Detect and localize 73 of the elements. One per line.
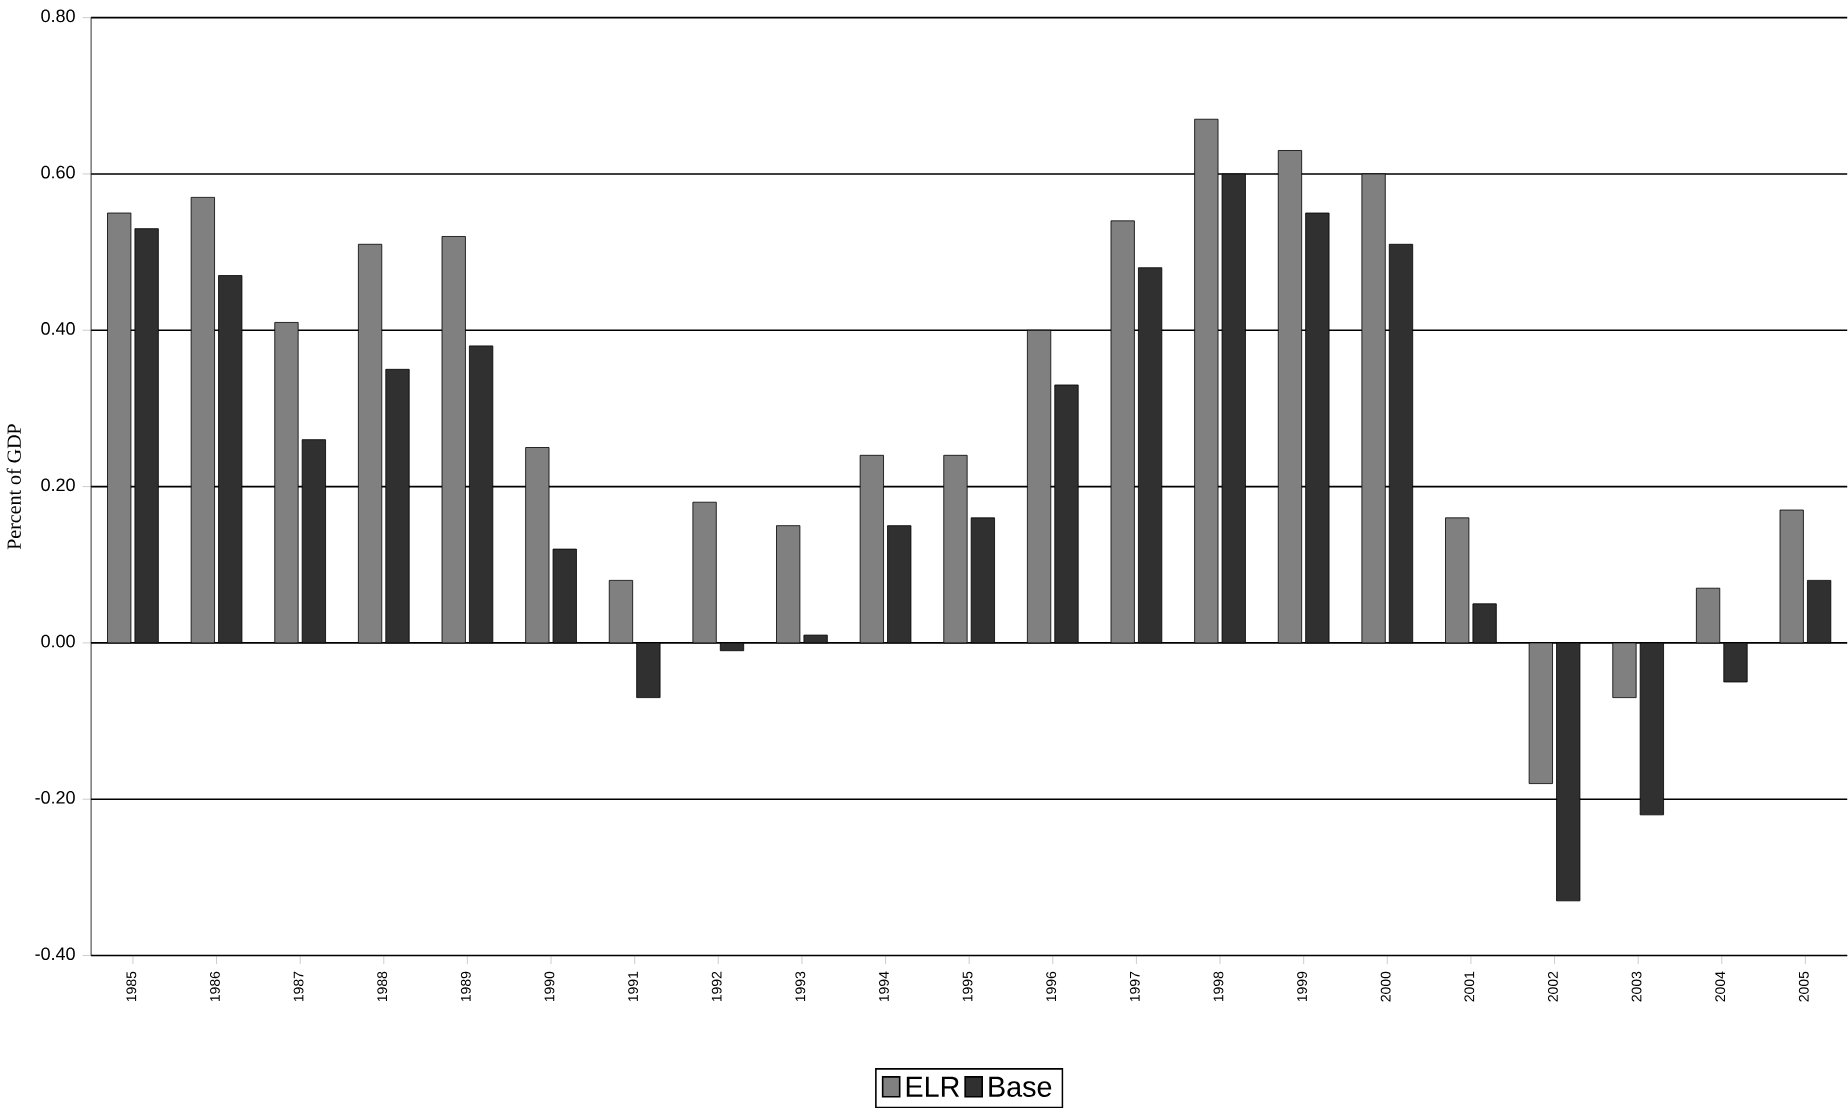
y-tick-label: 0.60	[41, 165, 75, 179]
bar	[190, 196, 215, 644]
bar	[1277, 149, 1303, 644]
x-tick-label: 2003	[1631, 971, 1642, 1002]
bar	[1388, 243, 1414, 644]
bar	[274, 321, 299, 644]
bar	[1612, 642, 1637, 698]
bar	[385, 368, 410, 644]
y-tick-label: -0.20	[35, 790, 75, 804]
bar	[107, 212, 132, 644]
x-tick-label: 2002	[1547, 971, 1558, 1002]
bar	[1194, 118, 1219, 644]
x-tick-label: 1989	[460, 971, 471, 1001]
bar	[1556, 642, 1581, 902]
legend-label: ELR	[906, 1076, 960, 1097]
x-tick-label: 2005	[1798, 971, 1809, 1002]
bar	[1807, 579, 1832, 644]
bar	[970, 517, 995, 644]
y-axis-title: Percent of GDP	[6, 424, 21, 549]
x-tick-label: 2001	[1464, 971, 1475, 1002]
bar	[301, 439, 326, 644]
bar	[1445, 517, 1470, 644]
x-tick-label: 1995	[962, 971, 973, 1001]
bar	[608, 579, 634, 644]
y-tick-label: 0.20	[41, 478, 75, 491]
x-tick-label: 1988	[377, 971, 388, 1001]
y-tick-label: 0.40	[41, 321, 75, 335]
bar	[1110, 220, 1135, 644]
y-tick-label: 0.00	[41, 634, 75, 648]
bar	[1138, 267, 1163, 644]
x-tick-label: 1987	[293, 971, 304, 1001]
x-tick-label: 2004	[1715, 971, 1726, 1002]
bar	[1361, 173, 1386, 644]
bar	[1723, 642, 1748, 683]
bar	[719, 642, 745, 651]
x-tick-label: 1992	[711, 971, 722, 1001]
bar	[803, 634, 828, 644]
bar	[525, 446, 550, 644]
bar	[1639, 642, 1664, 816]
bar	[943, 454, 968, 644]
x-tick-label: 1991	[628, 971, 638, 1001]
x-tick-label: 1997	[1129, 971, 1140, 1001]
bar	[469, 345, 494, 644]
x-tick-label: 1994	[879, 971, 889, 1001]
bar	[776, 525, 801, 644]
x-tick-label: 1999	[1297, 971, 1307, 1001]
bar	[441, 235, 466, 644]
bar	[887, 525, 912, 644]
bar	[552, 548, 577, 644]
x-tick-label: 1986	[210, 971, 220, 1001]
bar	[218, 274, 243, 644]
x-tick-label: 1990	[544, 971, 555, 1001]
bar	[859, 454, 884, 644]
bar	[1221, 173, 1246, 644]
x-tick-label: 1998	[1213, 971, 1224, 1001]
bar	[1026, 329, 1052, 644]
y-tick-label: 0.80	[41, 9, 75, 22]
x-tick-label: 2000	[1380, 971, 1391, 1002]
bar	[1305, 212, 1330, 644]
bar	[357, 243, 383, 644]
bar	[1779, 509, 1804, 644]
bar	[636, 642, 661, 698]
x-tick-label: 1996	[1046, 971, 1057, 1001]
x-tick-label: 1993	[795, 971, 806, 1001]
y-tick-label: -0.40	[35, 947, 75, 960]
bar	[1472, 603, 1497, 644]
x-tick-label: 1985	[126, 971, 137, 1001]
bar	[1528, 642, 1553, 784]
bar	[1054, 384, 1079, 644]
legend-label: Base	[989, 1076, 1052, 1097]
bar	[134, 228, 159, 644]
bar	[692, 501, 717, 644]
bar	[1695, 587, 1721, 644]
